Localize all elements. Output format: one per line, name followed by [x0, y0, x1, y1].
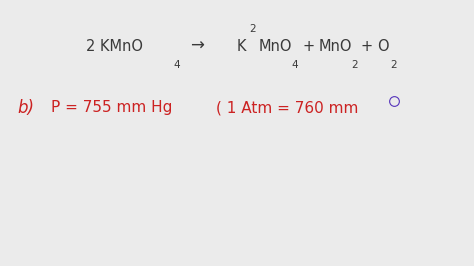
Text: MnO: MnO [319, 39, 353, 54]
Text: O: O [377, 39, 389, 54]
Text: 2 KMnO: 2 KMnO [86, 39, 143, 54]
Text: 2: 2 [250, 24, 256, 34]
Text: 2: 2 [351, 60, 358, 70]
Text: 4: 4 [291, 60, 298, 70]
Text: +: + [302, 39, 314, 54]
Text: 4: 4 [173, 60, 180, 70]
Text: K: K [237, 39, 246, 54]
Text: ( 1 Atm = 760 mm: ( 1 Atm = 760 mm [216, 101, 358, 115]
Text: +: + [360, 39, 373, 54]
Text: b): b) [18, 99, 35, 117]
Text: MnO: MnO [258, 39, 292, 54]
Text: P = 755 mm Hg: P = 755 mm Hg [51, 101, 172, 115]
Text: →: → [190, 37, 204, 55]
Text: 2: 2 [391, 60, 397, 70]
